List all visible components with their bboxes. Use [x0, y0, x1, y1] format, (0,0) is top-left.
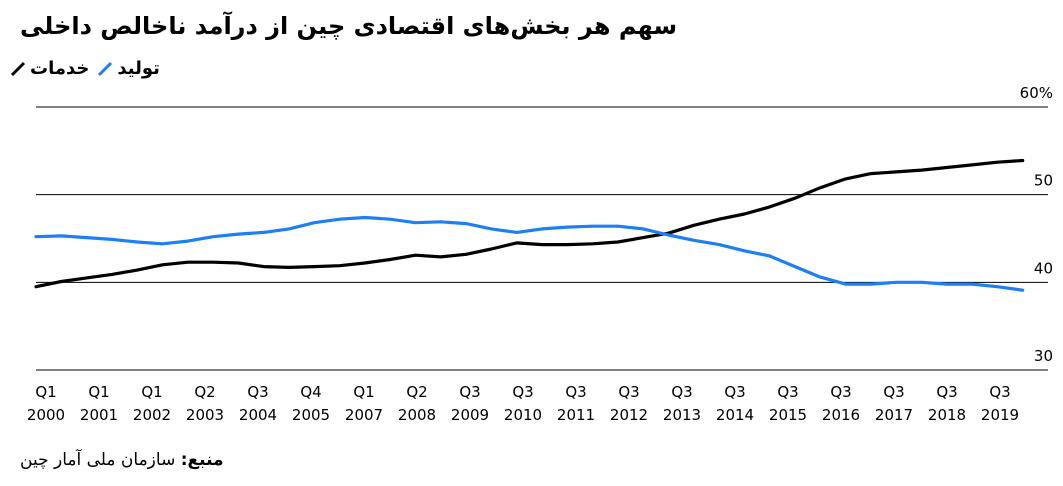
- y-tick-label: 60%: [1020, 84, 1053, 102]
- x-tick-quarter: Q3: [247, 383, 268, 401]
- x-tick-year: 2011: [557, 406, 595, 424]
- x-tick-year: 2007: [345, 406, 383, 424]
- x-tick-year: 2015: [769, 406, 807, 424]
- legend-swatch-manufacturing: [98, 61, 113, 76]
- x-tick-quarter: Q1: [35, 383, 56, 401]
- y-tick-label: 40: [1034, 259, 1053, 277]
- x-tick-year: 2000: [27, 406, 65, 424]
- series-line-services: [34, 158, 1025, 289]
- x-tick-quarter: Q2: [194, 383, 215, 401]
- series-line-manufacturing: [34, 215, 1025, 292]
- x-tick-year: 2017: [875, 406, 913, 424]
- x-tick-quarter: Q3: [565, 383, 586, 401]
- x-tick-quarter: Q3: [989, 383, 1010, 401]
- legend: خدمات تولید: [10, 58, 160, 79]
- legend-item-services: خدمات: [10, 58, 89, 79]
- x-tick-quarter: Q3: [671, 383, 692, 401]
- x-tick-quarter: Q3: [830, 383, 851, 401]
- x-tick-year: 2002: [133, 406, 171, 424]
- x-tick-quarter: Q1: [141, 383, 162, 401]
- x-tick-year: 2003: [186, 406, 224, 424]
- x-tick-quarter: Q3: [777, 383, 798, 401]
- legend-swatch-services: [10, 61, 26, 76]
- x-tick-quarter: Q3: [618, 383, 639, 401]
- legend-item-manufacturing: تولید: [97, 58, 160, 79]
- x-tick-quarter: Q3: [724, 383, 745, 401]
- x-tick-year: 2016: [822, 406, 860, 424]
- x-tick-year: 2004: [239, 406, 277, 424]
- source-note: منبع: سازمان ملی آمار چین: [20, 450, 224, 470]
- y-tick-label: 50: [1034, 172, 1053, 190]
- x-tick-quarter: Q3: [883, 383, 904, 401]
- x-tick-year: 2001: [80, 406, 118, 424]
- x-tick-year: 2009: [451, 406, 489, 424]
- x-tick-quarter: Q3: [936, 383, 957, 401]
- x-tick-quarter: Q3: [512, 383, 533, 401]
- legend-label-manufacturing: تولید: [117, 58, 160, 79]
- source-label: منبع:: [180, 450, 224, 470]
- y-tick-label: 30: [1034, 347, 1053, 365]
- x-tick-year: 2018: [928, 406, 966, 424]
- x-tick-year: 2008: [398, 406, 436, 424]
- x-tick-quarter: Q1: [88, 383, 109, 401]
- x-tick-year: 2005: [292, 406, 330, 424]
- x-tick-year: 2019: [981, 406, 1019, 424]
- x-tick-year: 2013: [663, 406, 701, 424]
- source-text: سازمان ملی آمار چین: [20, 450, 176, 470]
- x-tick-year: 2014: [716, 406, 754, 424]
- line-chart: 60% 50 40 30 Q1 2000 Q1 2001 Q1 2002 Q2 2003 Q3 2004 Q…: [27, 84, 1053, 424]
- x-tick-year: 2012: [610, 406, 648, 424]
- x-tick-quarter: Q1: [353, 383, 374, 401]
- x-tick-quarter: Q3: [459, 383, 480, 401]
- x-tick-quarter: Q2: [406, 383, 427, 401]
- chart-title: سهم هر بخش‌های اقتصادی چین از درآمد ناخا…: [20, 12, 678, 40]
- legend-label-services: خدمات: [30, 58, 90, 79]
- x-tick-quarter: Q4: [300, 383, 321, 401]
- x-tick-year: 2010: [504, 406, 542, 424]
